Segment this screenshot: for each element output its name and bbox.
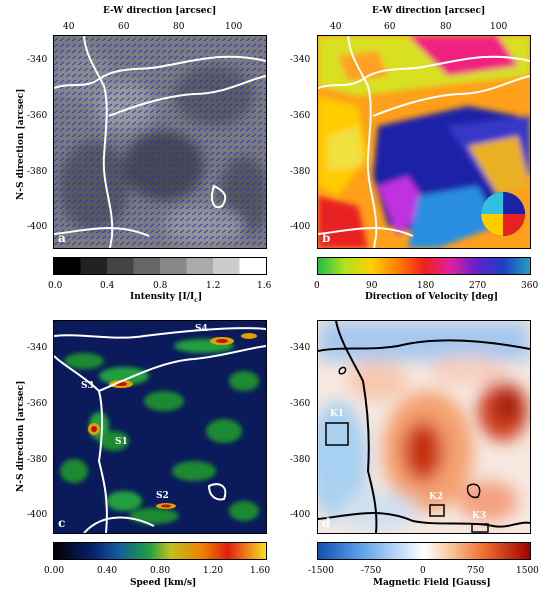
box-k3 [471, 523, 489, 533]
cbar-b-tick-4: 360 [521, 281, 539, 291]
cbar-a-tick-3: 1.2 [206, 281, 221, 291]
y-tick-d-360: -360 [290, 399, 311, 409]
cbar-d-tick-1: -750 [361, 566, 382, 576]
color-wheel-icon [481, 192, 525, 236]
box-k1 [325, 422, 349, 446]
cbar-a-tick-4: 1.6 [257, 281, 272, 291]
y-tick-d-380: -380 [290, 455, 311, 465]
cbar-d-tick-0: -1500 [308, 566, 334, 576]
y-tick-a-380: -380 [27, 167, 48, 177]
cbar-c-tick-2: 0.80 [150, 566, 171, 576]
direction-image [318, 36, 530, 248]
y-tick-d-340: -340 [290, 343, 311, 353]
colorbar-direction [317, 257, 531, 275]
speed-image [54, 327, 266, 533]
panel-b-velocity-direction-map: b [317, 35, 531, 249]
x-tick-a-60: 60 [118, 22, 130, 32]
label-s1: S1 [115, 437, 128, 447]
cbar-a-tick-1: 0.4 [100, 281, 115, 291]
colorbar-a-label: Intensity [I/Ic] [130, 292, 203, 304]
cbar-b-tick-3: 270 [469, 281, 487, 291]
cbar-d-tick-2: 0 [420, 566, 426, 576]
cbar-a-tick-2: 0.8 [153, 281, 168, 291]
x-tick-b-100: 100 [490, 22, 508, 32]
panel-a-intensity-map: a [53, 35, 267, 249]
top-x-axis-label-left: E-W direction [arcsec] [103, 6, 217, 16]
colorbar-intensity [53, 257, 267, 275]
y-tick-b-400: -400 [290, 222, 311, 232]
colorbar-c-label: Speed [km/s] [130, 578, 197, 588]
colorbar-b-label: Direction of Velocity [deg] [365, 292, 498, 302]
label-s2: S2 [156, 491, 169, 501]
y-tick-c-380: -380 [27, 455, 48, 465]
y-tick-b-340: -340 [290, 55, 311, 65]
y-tick-c-360: -360 [27, 399, 48, 409]
x-tick-a-80: 80 [173, 22, 185, 32]
label-k2: K2 [429, 492, 444, 502]
y-tick-a-360: -360 [27, 111, 48, 121]
panel-d-letter: d [322, 516, 331, 530]
y-tick-a-400: -400 [27, 222, 48, 232]
y-tick-c-400: -400 [27, 510, 48, 520]
y-axis-label-c: N-S direction [arcsec] [16, 380, 26, 492]
x-tick-a-100: 100 [225, 22, 243, 32]
panel-b-letter: b [322, 231, 331, 245]
cbar-d-tick-3: 750 [467, 566, 485, 576]
intensity-image [54, 36, 266, 248]
panel-c-speed-map: S4 S3 S1 S2 c [53, 320, 267, 534]
cbar-b-tick-1: 90 [366, 281, 378, 291]
panel-a-letter: a [58, 231, 66, 245]
y-tick-d-400: -400 [290, 510, 311, 520]
cbar-b-tick-0: 0 [314, 281, 320, 291]
cbar-c-tick-3: 1.20 [203, 566, 224, 576]
cbar-b-tick-2: 180 [417, 281, 435, 291]
y-tick-c-340: -340 [27, 343, 48, 353]
magnetic-field-image [318, 321, 530, 533]
colorbar-speed [53, 542, 267, 560]
cbar-c-tick-0: 0.00 [44, 566, 65, 576]
cbar-a-tick-0: 0.0 [48, 281, 63, 291]
box-k2 [429, 504, 445, 517]
y-tick-b-380: -380 [290, 167, 311, 177]
panel-c-letter: c [58, 516, 66, 530]
label-k1: K1 [330, 409, 345, 419]
x-tick-b-40: 40 [330, 22, 342, 32]
cbar-c-tick-1: 0.40 [97, 566, 118, 576]
label-k3: K3 [472, 511, 487, 521]
x-tick-b-60: 60 [384, 22, 396, 32]
y-tick-b-360: -360 [290, 111, 311, 121]
y-axis-label-a: N-S direction [arcsec] [16, 88, 26, 200]
y-tick-a-340: -340 [27, 55, 48, 65]
colorbar-d-label: Magnetic Field [Gauss] [373, 578, 491, 588]
label-s4: S4 [195, 324, 208, 334]
x-tick-a-40: 40 [63, 22, 75, 32]
cbar-c-tick-4: 1.60 [250, 566, 271, 576]
cbar-d-tick-4: 1500 [516, 566, 539, 576]
colorbar-magnetic [317, 542, 531, 560]
label-s3: S3 [81, 381, 94, 391]
x-tick-b-80: 80 [440, 22, 452, 32]
top-x-axis-label-right: E-W direction [arcsec] [372, 6, 486, 16]
panel-d-magnetic-field-map: K1 K2 K3 d [317, 320, 531, 534]
